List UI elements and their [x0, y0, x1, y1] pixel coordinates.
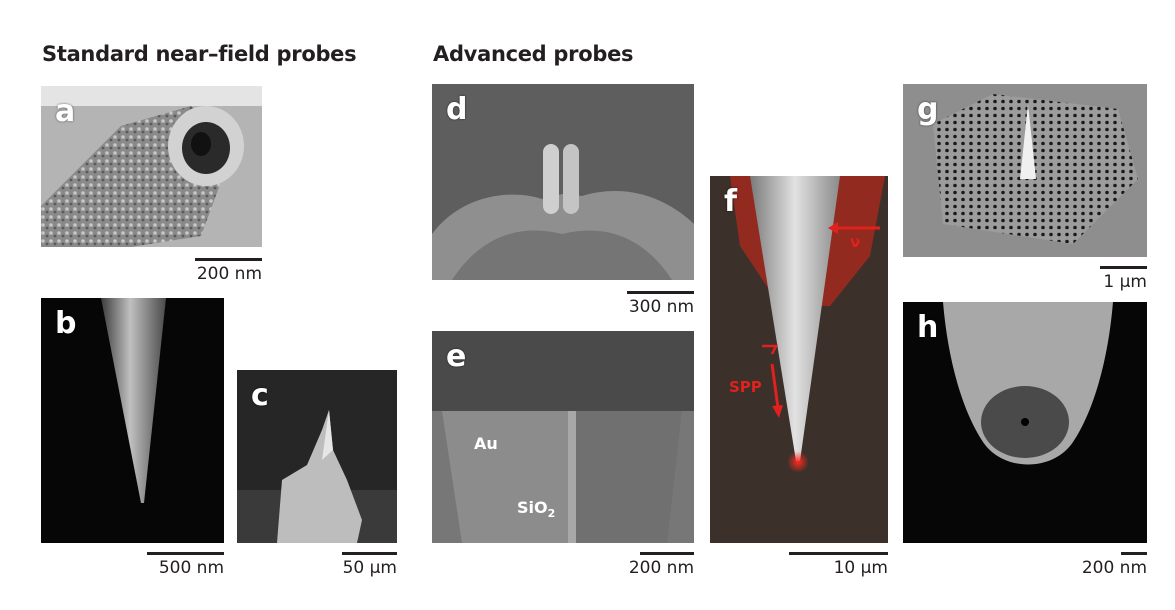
- panel-h-micrograph: [903, 302, 1147, 543]
- panel-h-scale-text: 200 nm: [1081, 558, 1147, 578]
- panel-b-micrograph: [41, 298, 224, 543]
- panel-f-label: f: [724, 184, 738, 219]
- panel-e-micrograph: [432, 331, 694, 543]
- panel-f-scale-text: 10 μm: [833, 558, 888, 578]
- panel-c-micrograph: [237, 370, 397, 543]
- panel-a-scale-text: 200 nm: [196, 264, 262, 284]
- panel-e-sio2-sub: 2: [547, 507, 556, 521]
- panel-d-image: d: [432, 84, 694, 280]
- panel-g-scale-text: 1 μm: [1103, 272, 1147, 292]
- panel-d-micrograph: [432, 84, 694, 280]
- heading-standard-probes: Standard near–field probes: [42, 42, 357, 66]
- panel-d-label: d: [446, 92, 468, 127]
- panel-e-sio2-base: SiO: [517, 498, 548, 517]
- panel-a-label: a: [55, 94, 76, 129]
- panel-a-micrograph: [41, 86, 262, 247]
- panel-a-image: a: [41, 86, 262, 247]
- panel-c-label: c: [251, 378, 269, 413]
- panel-b-image: b: [41, 298, 224, 543]
- panel-e-image: e Au SiO2: [432, 331, 694, 543]
- panel-f-spp-label: SPP: [729, 378, 762, 396]
- panel-g-micrograph: [903, 84, 1147, 257]
- panel-e-sio2-label: SiO2: [517, 498, 555, 520]
- panel-f-image: f SPP ν: [710, 176, 888, 543]
- panel-c-scale-text: 50 μm: [342, 558, 397, 578]
- panel-e-label: e: [446, 339, 467, 374]
- panel-g-image: g: [903, 84, 1147, 257]
- panel-c-image: c: [237, 370, 397, 543]
- panel-b-scale-text: 500 nm: [158, 558, 224, 578]
- heading-advanced-probes: Advanced probes: [433, 42, 634, 66]
- panel-f-micrograph: [710, 176, 888, 543]
- panel-f-nu-label: ν: [850, 233, 861, 251]
- panel-e-au-label: Au: [474, 434, 498, 453]
- panel-d-scale-text: 300 nm: [628, 297, 694, 317]
- panel-g-label: g: [917, 92, 939, 127]
- panel-h-image: h: [903, 302, 1147, 543]
- panel-b-label: b: [55, 306, 77, 341]
- panel-h-label: h: [917, 310, 939, 345]
- panel-e-scale-text: 200 nm: [628, 558, 694, 578]
